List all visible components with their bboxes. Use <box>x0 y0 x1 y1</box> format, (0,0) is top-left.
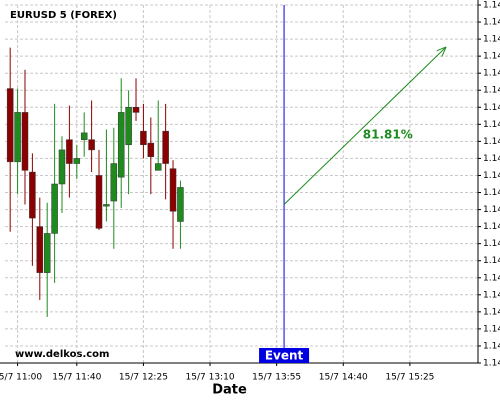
projection-label: 81.81% <box>363 128 413 142</box>
x-tick-label: 15/7 11:40 <box>52 373 101 383</box>
y-tick-label: 1.1440 <box>483 171 500 181</box>
candle-body <box>66 139 73 164</box>
x-tick-label: 15/7 12:25 <box>119 373 168 383</box>
y-tick-label: 1.1431 <box>483 324 500 334</box>
y-tick-label: 1.1448 <box>483 35 500 45</box>
x-tick-label: 15/7 15:25 <box>385 373 434 383</box>
candle-body <box>36 226 44 273</box>
chart-title: EURUSD 5 (FOREX) <box>10 10 117 21</box>
y-tick-label: 1.1447 <box>483 52 500 62</box>
candle-body <box>29 171 36 219</box>
candle-body <box>110 163 118 202</box>
y-tick-label: 1.1445 <box>483 86 500 96</box>
candle-body <box>154 163 162 171</box>
y-tick-label: 1.1439 <box>483 188 500 198</box>
y-tick-label: 1.1432 <box>483 307 500 317</box>
y-tick-label: 1.1450 <box>483 1 500 11</box>
candle-body <box>58 149 66 185</box>
candle-body <box>6 88 14 163</box>
y-tick-label: 1.1449 <box>483 18 500 28</box>
x-tick-label: 15/7 11:00 <box>0 373 42 383</box>
candle-body <box>103 204 110 207</box>
candle-body <box>117 112 125 178</box>
y-tick-label: 1.1433 <box>483 290 500 300</box>
x-axis-label: Date <box>212 383 247 398</box>
y-tick-label: 1.1434 <box>483 273 500 283</box>
y-tick-label: 1.1430 <box>483 341 500 351</box>
candle-body <box>132 107 140 113</box>
y-tick-label: 1.1438 <box>483 205 500 215</box>
candle-body <box>169 168 177 212</box>
candle-body <box>177 187 184 222</box>
candle-body <box>21 112 29 171</box>
candle-body <box>51 183 58 234</box>
y-tick-label: 1.1441 <box>483 154 500 164</box>
candle-body <box>73 158 81 164</box>
candle-body <box>43 233 51 273</box>
projection-arrow <box>283 48 445 205</box>
candle-body <box>88 139 95 151</box>
y-tick-label: 1.1437 <box>483 222 500 232</box>
y-tick-label: 1.1435 <box>483 256 500 266</box>
watermark: www.delkos.com <box>15 349 109 360</box>
x-tick-label: 15/7 14:40 <box>319 373 368 383</box>
event-box <box>259 348 310 363</box>
candle-body <box>140 130 147 146</box>
candle-body <box>14 112 21 163</box>
y-tick-label: 1.1442 <box>483 137 500 147</box>
candle-body <box>147 142 155 157</box>
y-tick-label: 1.1446 <box>483 69 500 79</box>
event-label: Event <box>265 349 304 363</box>
x-tick-label: 15/7 13:10 <box>186 373 235 383</box>
candle-body <box>95 175 103 229</box>
x-tick-label: 15/7 13:55 <box>252 373 301 383</box>
y-tick-label: 1.1429 <box>483 359 500 369</box>
y-tick-label: 1.1436 <box>483 239 500 249</box>
candle-body <box>125 107 132 146</box>
candle-body <box>80 132 88 140</box>
candle-body <box>162 130 169 164</box>
y-tick-label: 1.1444 <box>483 103 500 113</box>
y-tick-label: 1.1443 <box>483 120 500 130</box>
